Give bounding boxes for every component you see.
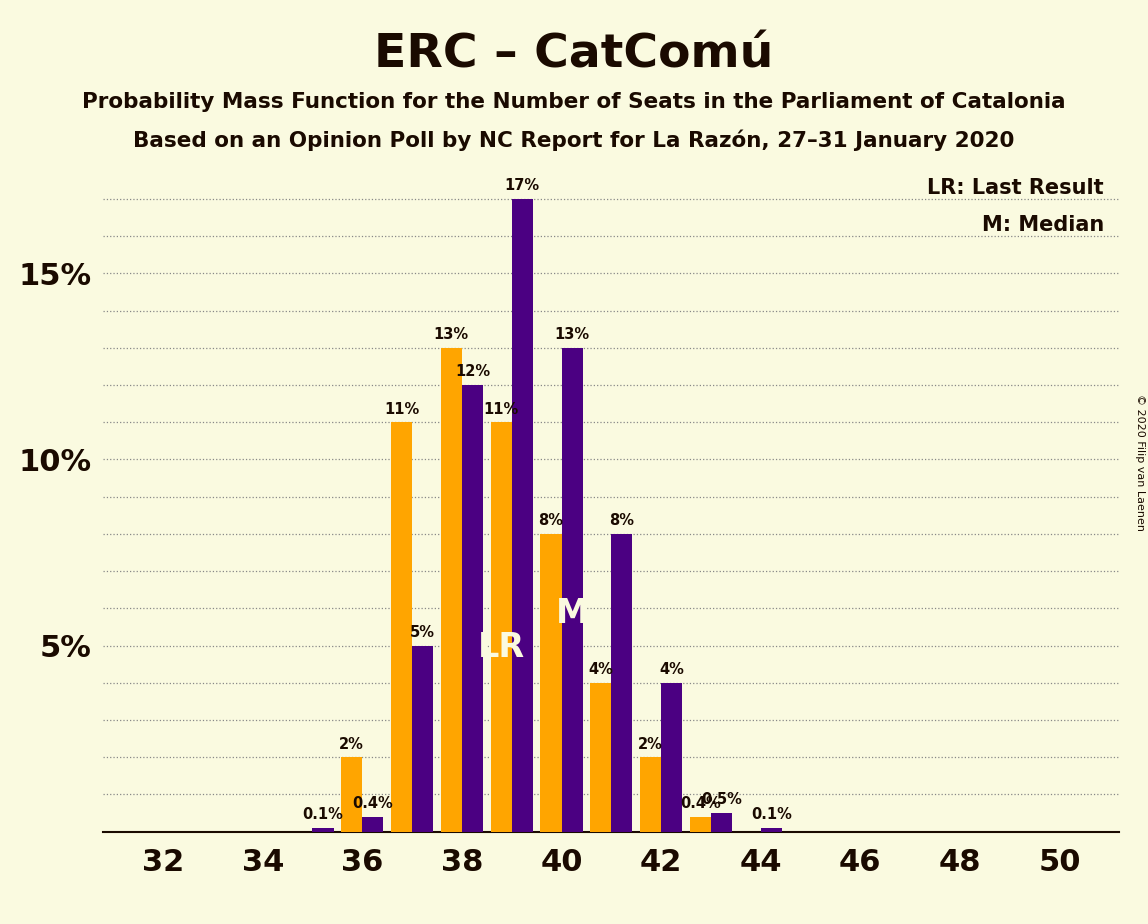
Bar (490, 422, 512, 832)
Text: 11%: 11% (483, 402, 519, 417)
Bar (661, 683, 682, 832)
Bar (590, 683, 611, 832)
Bar (512, 199, 533, 832)
Text: 0.1%: 0.1% (303, 808, 343, 822)
Text: M: Median: M: Median (982, 215, 1104, 236)
Bar (711, 813, 732, 832)
Bar (561, 347, 583, 832)
Text: 5%: 5% (410, 625, 435, 640)
Bar (363, 817, 383, 832)
Text: ERC – CatComú: ERC – CatComú (374, 32, 774, 78)
Text: 11%: 11% (383, 402, 419, 417)
Bar (412, 646, 433, 832)
Text: LR: LR (478, 631, 525, 663)
Text: M: M (556, 598, 589, 630)
Bar (391, 422, 412, 832)
Bar (312, 828, 334, 832)
Text: LR: Last Result: LR: Last Result (928, 178, 1104, 199)
Bar (611, 534, 633, 832)
Text: 4%: 4% (588, 663, 613, 677)
Text: 2%: 2% (340, 736, 364, 751)
Text: 0.5%: 0.5% (701, 793, 742, 808)
Text: 13%: 13% (554, 327, 590, 342)
Bar (461, 385, 483, 832)
Bar (541, 534, 561, 832)
Text: 12%: 12% (455, 364, 490, 380)
Bar (761, 828, 782, 832)
Bar (441, 347, 461, 832)
Bar (639, 757, 661, 832)
Bar (690, 817, 711, 832)
Text: Based on an Opinion Poll by NC Report for La Razón, 27–31 January 2020: Based on an Opinion Poll by NC Report fo… (133, 129, 1015, 151)
Text: 13%: 13% (434, 327, 468, 342)
Text: 0.1%: 0.1% (751, 808, 792, 822)
Text: 17%: 17% (505, 178, 540, 193)
Text: 0.4%: 0.4% (352, 796, 394, 811)
Text: 4%: 4% (659, 663, 684, 677)
Text: © 2020 Filip van Laenen: © 2020 Filip van Laenen (1135, 394, 1145, 530)
Text: 2%: 2% (638, 736, 662, 751)
Bar (341, 757, 363, 832)
Text: 8%: 8% (538, 514, 564, 529)
Text: 0.4%: 0.4% (680, 796, 721, 811)
Text: 8%: 8% (610, 514, 635, 529)
Text: Probability Mass Function for the Number of Seats in the Parliament of Catalonia: Probability Mass Function for the Number… (83, 92, 1065, 113)
